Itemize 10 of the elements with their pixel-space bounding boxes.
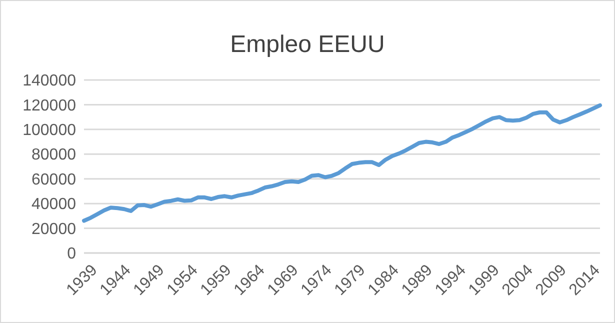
y-tick-label: 20000 [32,220,76,238]
y-tick-label: 80000 [32,146,76,164]
line-series [82,103,602,223]
y-tick-label: 0 [67,246,76,263]
y-tick-label: 140000 [22,72,76,90]
y-tick-label: 120000 [22,97,76,114]
y-tick-label: 60000 [32,171,76,188]
chart-title: Empleo EEUU [230,31,385,58]
y-tick-label: 40000 [32,196,76,214]
y-tick-label: 100000 [22,122,76,140]
